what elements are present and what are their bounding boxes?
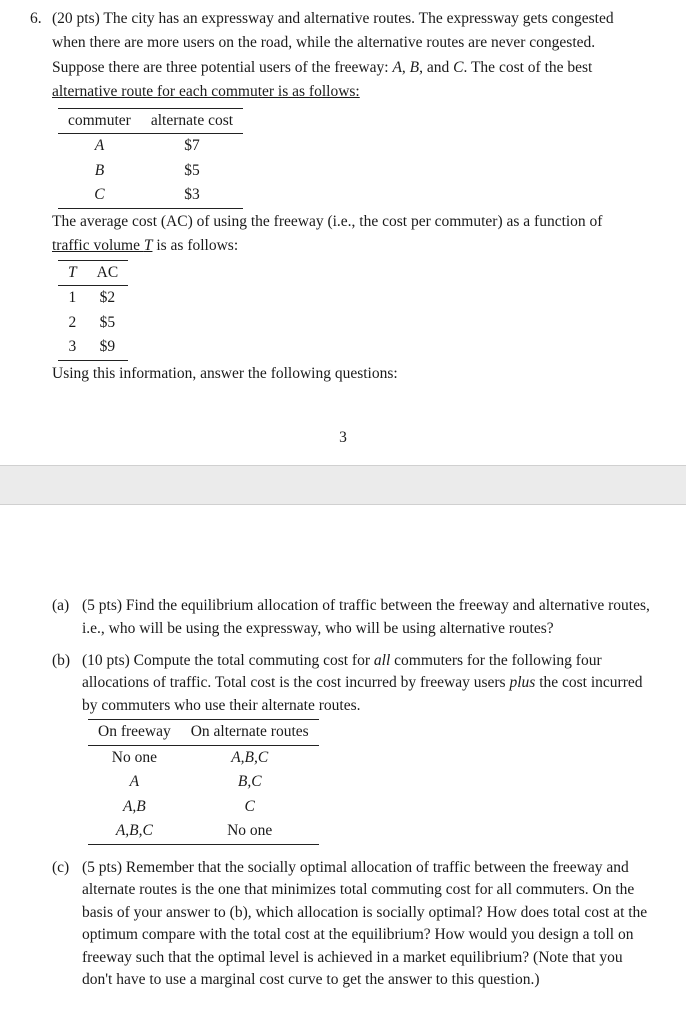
table-row: 3 $9 [58,335,128,360]
t1-r2c1: B [58,159,141,183]
pb-em1: all [374,652,390,669]
alternate-cost-table: commuter alternate cost A $7 B $5 C $3 [58,108,243,209]
table-row: 2 $5 [58,311,128,335]
t3-r3c2: C [181,795,319,819]
part-b-pts: (10 pts) [82,652,130,669]
pb-em2: plus [509,674,535,691]
table-row: A,B C [88,795,319,819]
page-lower: (a) (5 pts) Find the equilibrium allocat… [0,505,686,1032]
part-a-pts: (5 pts) [82,597,122,614]
t1-r2c2: $5 [141,159,243,183]
t2-r3c2: $9 [87,335,129,360]
part-b-label: (b) [52,650,82,847]
ac-table: T AC 1 $2 2 $5 3 $9 [58,260,128,361]
period: . [463,59,470,76]
t2-r1c1: 1 [58,286,87,311]
question-block: 6. (20 pts) The city has an expressway a… [30,8,656,387]
t3-r1c1: No one [88,745,181,770]
table-row: A,B,C No one [88,819,319,844]
t3-r4c2: No one [181,819,319,844]
table-row: 1 $2 [58,286,128,311]
t1-r1c2: $7 [141,134,243,159]
pb-l1a: Compute the total commuting cost for [130,652,374,669]
t3-h2: On alternate routes [181,720,319,745]
t1-r3c1: C [58,183,141,208]
part-c-text: Remember that the socially optimal alloc… [82,859,647,988]
t2-r2c1: 2 [58,311,87,335]
part-c: (c) (5 pts) Remember that the socially o… [30,857,656,992]
t1-r1c1: A [58,134,141,159]
intro-l1: The city has an expressway and alternati… [103,10,613,27]
t2-r2c2: $5 [87,311,129,335]
user-c: C [453,59,463,76]
t3-r1c2: A,B,C [181,745,319,770]
question-number: 6. [30,8,52,387]
t2-h2: AC [87,260,129,285]
page-break [0,465,686,505]
part-a-label: (a) [52,595,82,640]
mid-l1: The average cost (AC) of using the freew… [52,211,656,233]
table-row: B $5 [58,159,243,183]
intro-tail: The cost of the best [471,59,592,76]
t3-r2c1: A [88,770,181,794]
page-number: 3 [30,429,656,447]
table-row: C $3 [58,183,243,208]
t1-r3c2: $3 [141,183,243,208]
question-points: (20 pts) [52,10,100,27]
t2-r3c1: 3 [58,335,87,360]
t3-r2c2: B,C [181,770,319,794]
table-row: A $7 [58,134,243,159]
part-c-pts: (5 pts) [82,859,122,876]
question-body: (20 pts) The city has an expressway and … [52,8,656,387]
user-a: A [392,59,401,76]
mid-l2b: is as follows: [152,237,238,254]
t2-h1: T [58,260,87,285]
mid-l2a: traffic volume [52,237,144,254]
allocation-table: On freeway On alternate routes No one A,… [88,719,319,844]
intro-l4: alternative route for each commuter is a… [52,81,360,103]
t3-r4c1: A,B,C [88,819,181,844]
t1-h2: alternate cost [141,108,243,133]
page-upper: 6. (20 pts) The city has an expressway a… [0,0,686,465]
table-row: A B,C [88,770,319,794]
and-text: , and [419,59,453,76]
part-a-text: Find the equilibrium allocation of traff… [82,597,650,636]
part-b: (b) (10 pts) Compute the total commuting… [30,650,656,847]
table-row: No one A,B,C [88,745,319,770]
user-b: B [410,59,419,76]
intro-l3a: Suppose there are three potential users … [52,59,392,76]
t3-r3c1: A,B [88,795,181,819]
closing-line: Using this information, answer the follo… [52,363,656,385]
t1-h1: commuter [58,108,141,133]
t2-r1c2: $2 [87,286,129,311]
intro-l2: when there are more users on the road, w… [52,32,656,54]
t3-h1: On freeway [88,720,181,745]
part-a: (a) (5 pts) Find the equilibrium allocat… [30,595,656,640]
part-c-label: (c) [52,857,82,992]
